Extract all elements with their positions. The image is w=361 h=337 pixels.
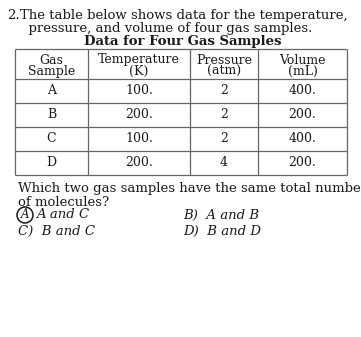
- Text: Temperature: Temperature: [98, 54, 180, 66]
- Text: 200.: 200.: [125, 156, 153, 170]
- Text: D: D: [47, 156, 57, 170]
- Text: B)  A and B: B) A and B: [183, 209, 259, 221]
- Text: C)  B and C: C) B and C: [18, 224, 95, 238]
- Text: Pressure: Pressure: [196, 54, 252, 66]
- Text: 2: 2: [220, 132, 228, 146]
- Text: A and C: A and C: [36, 209, 89, 221]
- Text: (atm): (atm): [207, 64, 241, 78]
- Text: B: B: [47, 109, 56, 122]
- Text: 2.: 2.: [7, 9, 19, 22]
- Text: Which two gas samples have the same total number: Which two gas samples have the same tota…: [18, 182, 361, 195]
- Text: (K): (K): [129, 64, 149, 78]
- Text: of molecules?: of molecules?: [18, 196, 109, 209]
- Text: Data for Four Gas Samples: Data for Four Gas Samples: [84, 35, 282, 48]
- Text: 200.: 200.: [289, 156, 316, 170]
- Text: A: A: [47, 85, 56, 97]
- Text: Volume: Volume: [279, 54, 326, 66]
- Text: D)  B and D: D) B and D: [183, 224, 261, 238]
- Text: Gas: Gas: [40, 54, 64, 66]
- Text: 200.: 200.: [289, 109, 316, 122]
- Text: 100.: 100.: [125, 132, 153, 146]
- Text: pressure, and volume of four gas samples.: pressure, and volume of four gas samples…: [20, 22, 312, 35]
- Text: A: A: [21, 209, 29, 221]
- Text: 4: 4: [220, 156, 228, 170]
- Text: 200.: 200.: [125, 109, 153, 122]
- Text: 100.: 100.: [125, 85, 153, 97]
- Text: 400.: 400.: [288, 85, 317, 97]
- Text: 2: 2: [220, 85, 228, 97]
- Text: C: C: [47, 132, 56, 146]
- Text: 2: 2: [220, 109, 228, 122]
- Text: (mL): (mL): [288, 64, 317, 78]
- Text: Sample: Sample: [28, 64, 75, 78]
- Text: 400.: 400.: [288, 132, 317, 146]
- Text: The table below shows data for the temperature,: The table below shows data for the tempe…: [20, 9, 348, 22]
